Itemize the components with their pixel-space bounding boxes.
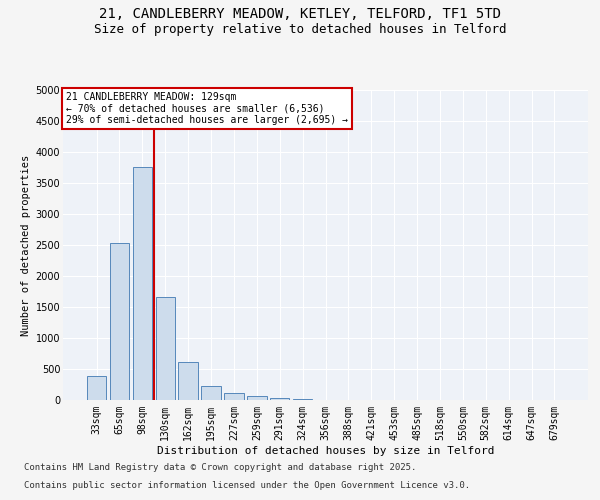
Text: 21 CANDLEBERRY MEADOW: 129sqm
← 70% of detached houses are smaller (6,536)
29% o: 21 CANDLEBERRY MEADOW: 129sqm ← 70% of d…: [65, 92, 347, 124]
Bar: [202, 386, 221, 400]
Bar: [87, 376, 106, 400]
Text: 21, CANDLEBERRY MEADOW, KETLEY, TELFORD, TF1 5TD: 21, CANDLEBERRY MEADOW, KETLEY, TELFORD,…: [99, 8, 501, 22]
Bar: [247, 396, 266, 400]
Bar: [133, 167, 152, 400]
X-axis label: Distribution of detached houses by size in Telford: Distribution of detached houses by size …: [157, 446, 494, 456]
Text: Contains HM Land Registry data © Crown copyright and database right 2025.: Contains HM Land Registry data © Crown c…: [24, 464, 416, 472]
Text: Size of property relative to detached houses in Telford: Size of property relative to detached ho…: [94, 22, 506, 36]
Bar: [178, 362, 198, 400]
Text: Contains public sector information licensed under the Open Government Licence v3: Contains public sector information licen…: [24, 481, 470, 490]
Bar: [224, 394, 244, 400]
Bar: [110, 242, 129, 400]
Bar: [155, 297, 175, 400]
Y-axis label: Number of detached properties: Number of detached properties: [22, 154, 31, 336]
Bar: [270, 398, 289, 400]
